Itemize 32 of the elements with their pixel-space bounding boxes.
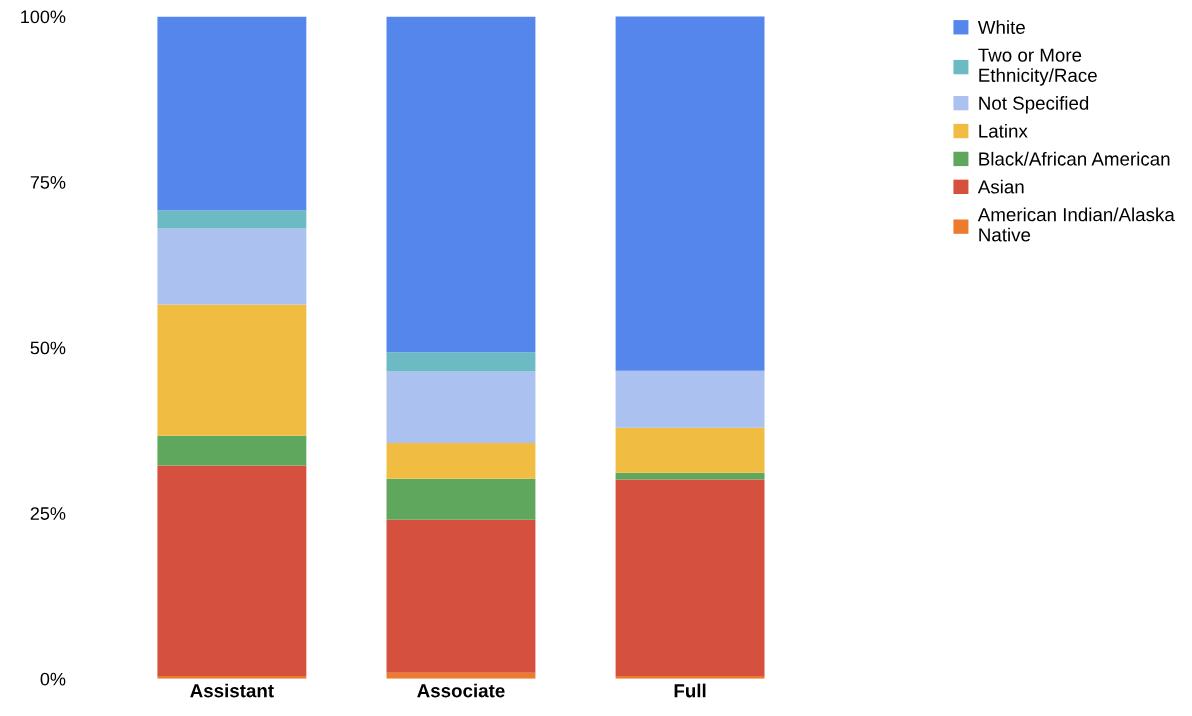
legend-label: Asian — [977, 179, 1024, 194]
bar — [157, 228, 307, 305]
bar — [615, 479, 765, 677]
legend-label: Two or More Ethnicity/Race — [978, 48, 1097, 86]
bar — [386, 16, 536, 353]
legend-label: White — [977, 20, 1025, 34]
x-tick-label: Associate — [417, 683, 505, 698]
bar — [386, 519, 536, 673]
bar — [386, 442, 536, 479]
bar — [157, 304, 307, 436]
bar — [386, 478, 536, 520]
bar — [615, 427, 765, 473]
bar — [386, 352, 536, 372]
bar — [157, 210, 307, 229]
y-tick-label: 0% — [40, 672, 66, 686]
bar — [386, 371, 536, 443]
legend-label: American Indian/Alaska Native — [977, 207, 1175, 242]
bar — [157, 465, 307, 677]
y-tick-label: 50% — [30, 341, 66, 355]
legend-label: Black/African American — [979, 151, 1170, 166]
legend-label: Latinx — [979, 123, 1028, 138]
y-tick-label: 75% — [30, 176, 66, 189]
y-tick-label: 100% — [21, 10, 66, 24]
bar — [615, 16, 765, 371]
x-tick-label: Assistant — [190, 683, 274, 698]
bar — [615, 370, 765, 428]
bar — [157, 16, 307, 211]
legend-label: Not Specified — [979, 96, 1089, 114]
bar — [615, 472, 765, 480]
bar — [157, 435, 307, 466]
x-tick-label: Full — [674, 683, 706, 698]
y-tick-label: 25% — [30, 507, 66, 520]
